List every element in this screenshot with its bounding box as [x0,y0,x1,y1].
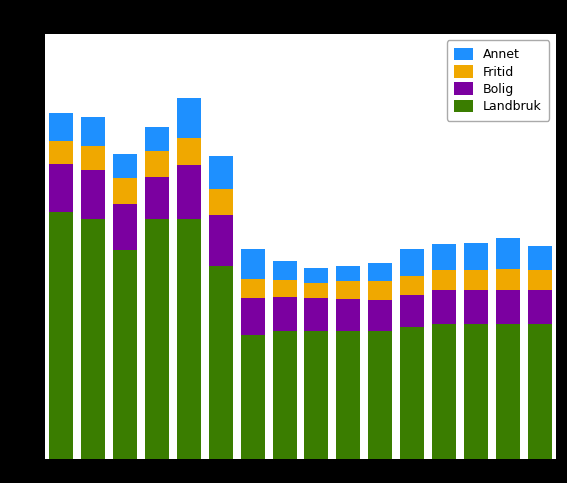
Bar [273,331,297,459]
Bar [304,331,328,459]
Bar [177,165,201,219]
Bar [113,178,137,204]
Bar [113,250,137,459]
Bar [49,164,73,212]
Bar [273,297,297,331]
Bar [241,335,265,459]
Bar [49,113,73,141]
Bar [209,266,232,459]
Bar [304,283,328,298]
Bar [113,155,137,178]
Bar [49,212,73,459]
Bar [369,331,392,459]
Bar [81,146,105,170]
Bar [464,290,488,324]
Bar [241,298,265,335]
Bar [496,290,520,324]
Bar [464,243,488,270]
Bar [369,299,392,331]
Bar [496,324,520,459]
Bar [241,279,265,298]
Bar [177,219,201,459]
Bar [496,269,520,290]
Bar [49,141,73,164]
Bar [209,215,232,266]
Bar [336,266,360,281]
Bar [81,219,105,459]
Bar [336,299,360,331]
Bar [81,117,105,146]
Bar [369,281,392,299]
Bar [145,151,169,177]
Bar [145,177,169,219]
Bar [528,290,552,324]
Bar [496,238,520,269]
Legend: Annet, Fritid, Bolig, Landbruk: Annet, Fritid, Bolig, Landbruk [447,40,549,121]
Bar [209,189,232,215]
Bar [464,324,488,459]
Bar [400,295,424,327]
Bar [528,246,552,270]
Bar [400,249,424,276]
Bar [528,324,552,459]
Bar [273,280,297,297]
Bar [336,281,360,299]
Bar [81,170,105,219]
Bar [273,261,297,280]
Bar [177,138,201,165]
Bar [528,270,552,290]
Bar [304,268,328,283]
Bar [400,327,424,459]
Bar [464,270,488,290]
Bar [336,331,360,459]
Bar [432,290,456,324]
Bar [304,298,328,331]
Bar [369,263,392,281]
Bar [432,244,456,270]
Bar [241,249,265,279]
Bar [432,324,456,459]
Bar [145,128,169,151]
Bar [209,156,232,189]
Bar [432,270,456,290]
Bar [113,204,137,250]
Bar [177,98,201,138]
Bar [400,276,424,295]
Bar [145,219,169,459]
